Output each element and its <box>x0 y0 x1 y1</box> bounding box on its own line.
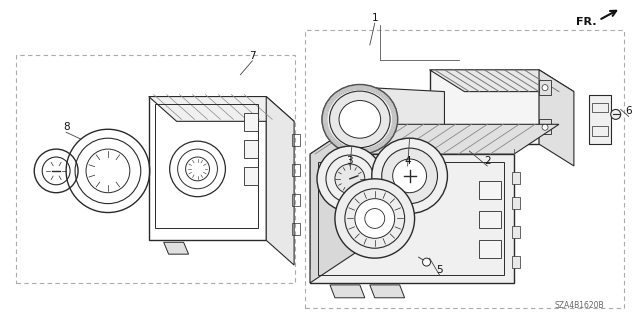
Bar <box>292 134 300 146</box>
Circle shape <box>393 159 426 193</box>
Text: 3: 3 <box>346 156 353 166</box>
Bar <box>244 114 259 131</box>
Bar <box>479 240 501 258</box>
Bar <box>244 140 259 158</box>
Text: 4: 4 <box>404 156 411 166</box>
Polygon shape <box>266 97 294 265</box>
Circle shape <box>355 199 395 238</box>
Bar <box>512 226 520 238</box>
Ellipse shape <box>339 100 381 138</box>
Text: 2: 2 <box>484 156 491 166</box>
Circle shape <box>542 124 548 130</box>
Bar <box>310 154 514 283</box>
Bar <box>589 94 611 144</box>
Bar <box>148 97 266 240</box>
Text: 6: 6 <box>625 107 632 116</box>
Bar <box>479 211 501 228</box>
Polygon shape <box>310 124 355 283</box>
Bar <box>592 126 608 136</box>
Bar <box>244 167 259 185</box>
Bar <box>318 162 504 275</box>
Bar <box>305 30 623 308</box>
Polygon shape <box>330 285 365 298</box>
Circle shape <box>381 148 438 204</box>
Text: 1: 1 <box>371 13 378 23</box>
Bar <box>539 119 551 134</box>
Text: SZA4B1620B: SZA4B1620B <box>554 301 604 310</box>
Text: 7: 7 <box>249 51 255 61</box>
Bar <box>539 80 551 94</box>
Circle shape <box>372 138 447 213</box>
Polygon shape <box>539 70 574 166</box>
Bar <box>292 223 300 235</box>
Polygon shape <box>310 124 559 154</box>
Bar <box>429 70 539 144</box>
Bar <box>17 55 295 283</box>
Polygon shape <box>350 87 444 152</box>
Polygon shape <box>429 70 574 92</box>
Polygon shape <box>148 97 294 121</box>
Text: 5: 5 <box>436 265 443 275</box>
Bar <box>292 194 300 205</box>
Bar <box>512 172 520 184</box>
Bar <box>512 197 520 209</box>
Bar <box>512 256 520 268</box>
Ellipse shape <box>322 85 397 154</box>
Bar <box>592 102 608 112</box>
Bar <box>292 164 300 176</box>
Text: 8: 8 <box>63 122 69 132</box>
Polygon shape <box>370 285 404 298</box>
Circle shape <box>422 258 431 266</box>
Circle shape <box>611 109 621 119</box>
Ellipse shape <box>330 91 390 148</box>
Circle shape <box>335 179 415 258</box>
Polygon shape <box>164 242 189 254</box>
Text: FR.: FR. <box>576 17 596 27</box>
Circle shape <box>335 164 365 194</box>
Bar <box>479 181 501 199</box>
Bar <box>155 105 259 228</box>
Circle shape <box>542 85 548 91</box>
Circle shape <box>317 146 383 211</box>
